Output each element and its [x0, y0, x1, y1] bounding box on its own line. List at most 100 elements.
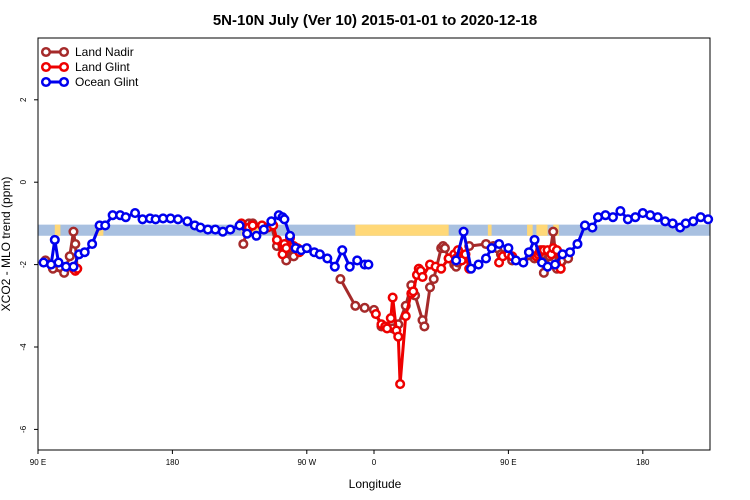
- data-point-ocean-glint: [53, 257, 64, 268]
- y-axis-label: XCO2 - MLO trend (ppm): [0, 177, 13, 312]
- legend-label: Land Nadir: [75, 45, 134, 59]
- data-point-land-nadir: [359, 302, 370, 313]
- data-point-ocean-glint: [480, 253, 492, 264]
- data-point-land-glint: [385, 313, 396, 324]
- data-point-ocean-glint: [79, 247, 90, 258]
- x-tick-label: 180: [636, 458, 650, 467]
- legend-label: Ocean Glint: [75, 75, 139, 89]
- data-point-ocean-glint: [314, 249, 325, 260]
- data-point-ocean-glint: [234, 220, 245, 231]
- data-point-land-nadir: [350, 300, 361, 311]
- series-ocean-glint: [38, 205, 714, 274]
- legend-marker: [40, 76, 52, 88]
- chart-title: 5N-10N July (Ver 10) 2015-01-01 to 2020-…: [213, 12, 537, 29]
- data-point-ocean-glint: [564, 247, 576, 258]
- legend-marker: [40, 61, 52, 73]
- x-tick-label: 90 E: [500, 458, 516, 467]
- data-point-ocean-glint: [667, 218, 678, 229]
- data-point-land-nadir: [68, 226, 79, 237]
- data-point-land-nadir: [64, 251, 75, 262]
- data-point-ocean-glint: [120, 212, 131, 223]
- data-point-ocean-glint: [703, 214, 714, 225]
- data-point-ocean-glint: [337, 245, 348, 256]
- land-segment: [542, 224, 548, 236]
- data-point-land-glint: [400, 311, 411, 322]
- data-point-ocean-glint: [572, 238, 583, 250]
- legend-item-land-nadir: Land Nadir: [40, 45, 134, 59]
- data-point-ocean-glint: [451, 255, 462, 266]
- data-point-ocean-glint: [100, 220, 111, 231]
- data-point-land-glint: [417, 271, 428, 283]
- x-tick-label: 0: [372, 458, 377, 467]
- data-point-ocean-glint: [529, 234, 540, 245]
- data-point-ocean-glint: [587, 222, 598, 233]
- data-point-ocean-glint: [322, 253, 333, 264]
- data-point-ocean-glint: [503, 243, 514, 254]
- y-axis: -6 -4 -2 0 2: [19, 97, 38, 433]
- data-point-ocean-glint: [344, 261, 355, 272]
- data-point-ocean-glint: [550, 259, 561, 270]
- data-point-land-nadir: [70, 238, 81, 250]
- legend-item-ocean-glint: Ocean Glint: [40, 75, 139, 89]
- data-point-land-glint: [370, 308, 381, 320]
- data-point-land-nadir: [424, 282, 436, 293]
- data-point-land-glint: [382, 323, 393, 334]
- data-point-ocean-glint: [49, 234, 60, 245]
- data-point-land-nadir: [419, 321, 430, 332]
- data-point-ocean-glint: [68, 261, 79, 272]
- data-point-ocean-glint: [242, 228, 253, 239]
- y-tick-label: -4: [19, 343, 28, 351]
- data-point-ocean-glint: [466, 263, 477, 274]
- data-point-ocean-glint: [630, 212, 641, 223]
- data-point-ocean-glint: [458, 226, 469, 237]
- series-land-nadir: [40, 218, 574, 334]
- data-point-land-glint: [436, 263, 447, 274]
- data-point-ocean-glint: [284, 230, 296, 241]
- legend-label: Land Glint: [75, 60, 130, 74]
- land-segment: [54, 224, 61, 236]
- y-tick-label: -6: [19, 425, 28, 433]
- data-point-land-glint: [387, 292, 398, 303]
- series-group: [38, 205, 714, 390]
- data-point-land-glint: [393, 331, 404, 342]
- data-point-ocean-glint: [225, 224, 236, 235]
- data-point-land-glint: [271, 234, 282, 245]
- data-point-ocean-glint: [615, 205, 626, 217]
- data-point-ocean-glint: [329, 261, 340, 272]
- data-point-ocean-glint: [352, 255, 363, 266]
- land-segment: [487, 224, 492, 236]
- data-point-ocean-glint: [182, 216, 193, 227]
- data-point-land-glint: [408, 286, 419, 297]
- data-point-ocean-glint: [688, 216, 699, 227]
- data-point-land-glint: [395, 379, 406, 390]
- land-segment: [355, 224, 449, 236]
- land-segment: [536, 224, 542, 236]
- plot-frame: [37, 37, 711, 451]
- x-axis: 90 E 180 90 W 0 90 E 180: [30, 450, 650, 467]
- data-point-land-nadir: [335, 273, 346, 285]
- x-axis-label: Longitude: [349, 477, 402, 491]
- data-point-ocean-glint: [251, 230, 262, 241]
- data-point-land-nadir: [548, 226, 559, 237]
- series-line-land-nadir: [44, 221, 570, 330]
- data-point-ocean-glint: [258, 224, 269, 235]
- data-point-ocean-glint: [523, 247, 534, 258]
- legend-marker: [58, 76, 70, 88]
- x-tick-label: 90 W: [297, 458, 316, 467]
- y-tick-label: 0: [19, 179, 28, 184]
- data-point-ocean-glint: [87, 238, 98, 250]
- data-point-ocean-glint: [494, 238, 505, 250]
- y-tick-label: 2: [19, 97, 28, 102]
- data-point-ocean-glint: [172, 214, 184, 225]
- legend-marker: [58, 61, 70, 73]
- data-point-land-glint: [247, 220, 258, 231]
- land-segment: [527, 224, 533, 236]
- legend-item-land-glint: Land Glint: [40, 60, 130, 74]
- data-point-ocean-glint: [301, 243, 312, 254]
- data-point-ocean-glint: [486, 243, 497, 254]
- legend-marker: [58, 46, 70, 58]
- data-point-ocean-glint: [607, 212, 618, 223]
- land-mask-band: [38, 224, 710, 236]
- data-point-land-nadir: [428, 273, 439, 285]
